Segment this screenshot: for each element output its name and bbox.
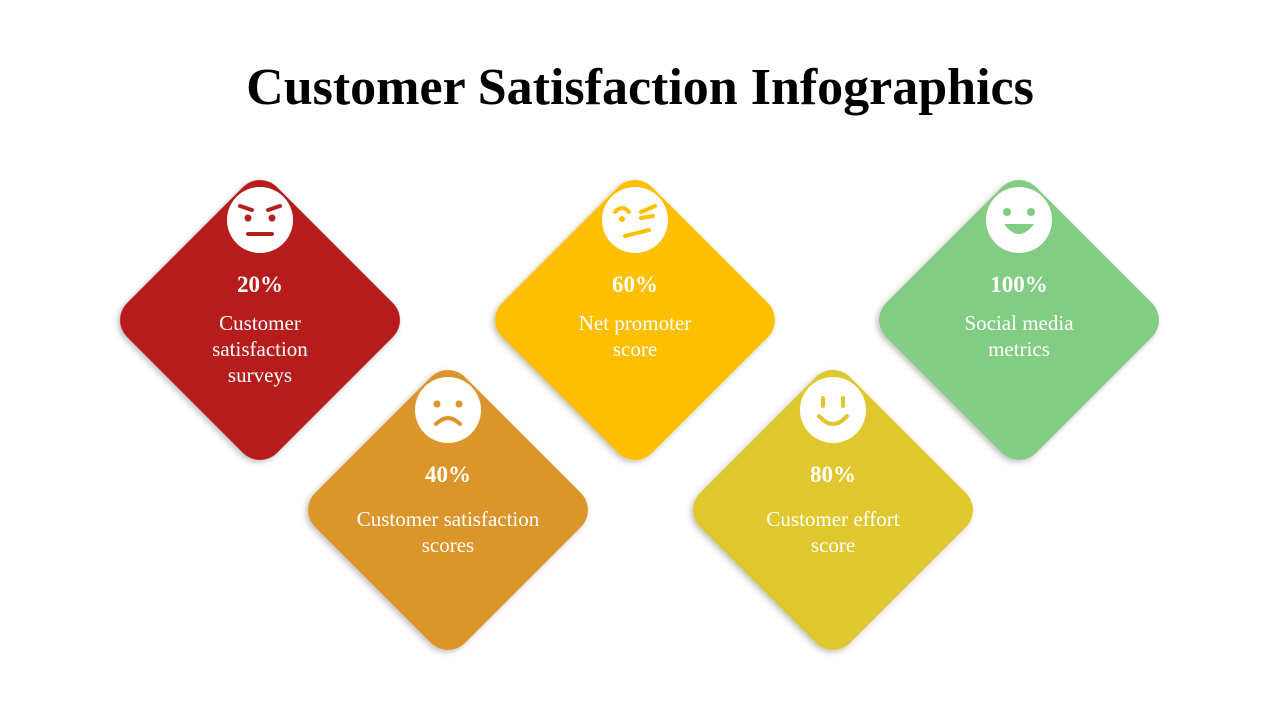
- item-value: 40%: [425, 462, 471, 487]
- item-text: Net promoter score: [578, 311, 692, 361]
- item-value: 80%: [810, 462, 856, 487]
- diamond-80: [693, 370, 973, 650]
- diamond-20: [120, 180, 400, 460]
- item-value: 20%: [237, 272, 283, 297]
- item-text: Social media metrics: [964, 311, 1074, 361]
- diamond-100: [879, 180, 1159, 460]
- item-text: Customer satisfaction scores: [356, 507, 540, 557]
- item-text: Customer effort score: [766, 507, 900, 557]
- diamond-60: [495, 180, 775, 460]
- title: Customer Satisfaction Infographics: [246, 59, 1034, 116]
- diamond-40: [308, 370, 588, 650]
- item-value: 60%: [612, 272, 658, 297]
- item-text: Customer satisfaction surveys: [212, 311, 308, 387]
- item-value: 100%: [990, 272, 1048, 297]
